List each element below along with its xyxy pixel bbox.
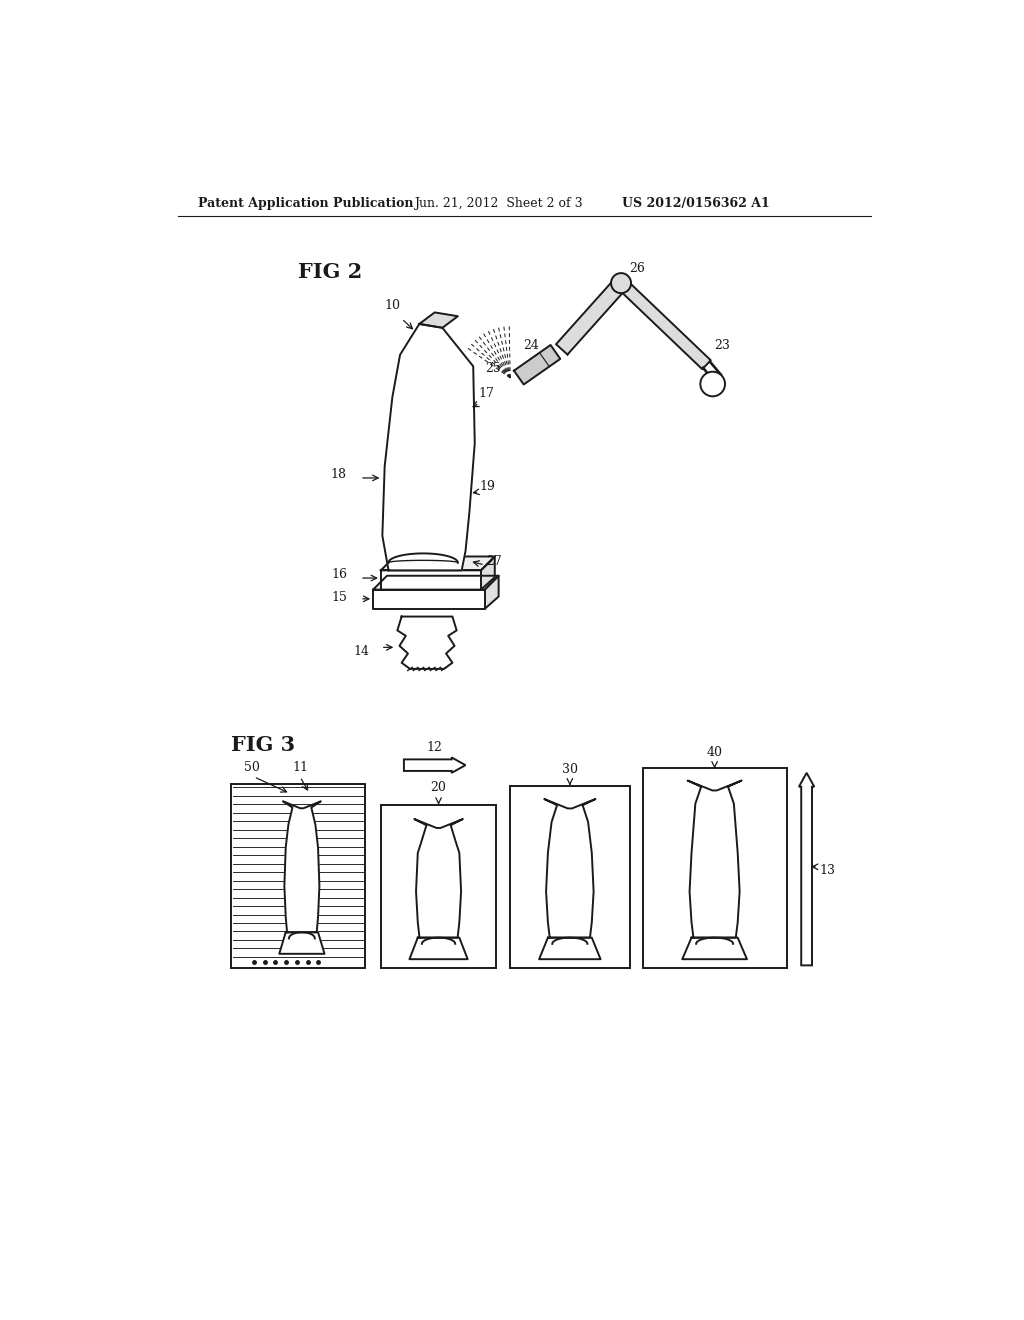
Text: Patent Application Publication: Patent Application Publication <box>199 197 414 210</box>
Text: 14: 14 <box>353 645 370 659</box>
Text: 26: 26 <box>630 261 645 275</box>
Text: 17: 17 <box>478 387 495 400</box>
Polygon shape <box>410 937 468 960</box>
Text: 18: 18 <box>330 469 346 480</box>
Circle shape <box>611 273 631 293</box>
Polygon shape <box>514 345 560 384</box>
FancyArrow shape <box>799 774 814 965</box>
Text: 27: 27 <box>486 554 502 568</box>
Text: 23: 23 <box>714 339 730 352</box>
Text: 20: 20 <box>431 781 446 795</box>
Text: FIG 2: FIG 2 <box>298 263 362 282</box>
Polygon shape <box>688 780 741 937</box>
Polygon shape <box>381 570 481 590</box>
Polygon shape <box>415 818 463 937</box>
Polygon shape <box>481 557 495 590</box>
Polygon shape <box>484 576 499 609</box>
Text: 40: 40 <box>707 746 723 759</box>
Text: 19: 19 <box>479 479 496 492</box>
Polygon shape <box>556 279 627 355</box>
Polygon shape <box>544 799 595 937</box>
Polygon shape <box>382 323 475 570</box>
Polygon shape <box>397 616 457 669</box>
Bar <box>510 785 630 969</box>
Text: 10: 10 <box>384 298 400 312</box>
Text: Jun. 21, 2012  Sheet 2 of 3: Jun. 21, 2012 Sheet 2 of 3 <box>414 197 583 210</box>
Polygon shape <box>616 279 711 370</box>
Text: 24: 24 <box>523 339 539 352</box>
Polygon shape <box>283 801 321 932</box>
Polygon shape <box>381 557 495 570</box>
Bar <box>381 805 497 969</box>
Polygon shape <box>373 590 484 609</box>
Polygon shape <box>280 932 325 954</box>
Text: 12: 12 <box>427 742 442 754</box>
Text: US 2012/0156362 A1: US 2012/0156362 A1 <box>622 197 770 210</box>
Circle shape <box>700 372 725 396</box>
Polygon shape <box>682 937 746 960</box>
Text: 30: 30 <box>562 763 578 776</box>
Polygon shape <box>373 576 499 590</box>
Text: FIG 3: FIG 3 <box>230 735 295 755</box>
Text: 50: 50 <box>244 762 260 775</box>
FancyArrow shape <box>403 758 466 774</box>
Polygon shape <box>419 313 458 327</box>
Text: 16: 16 <box>332 568 348 581</box>
Bar <box>643 768 786 969</box>
Polygon shape <box>539 937 600 960</box>
Text: 11: 11 <box>292 762 308 775</box>
Bar <box>230 784 366 969</box>
Text: 15: 15 <box>332 591 348 605</box>
Text: 13: 13 <box>819 865 836 878</box>
Text: 25: 25 <box>485 363 501 375</box>
